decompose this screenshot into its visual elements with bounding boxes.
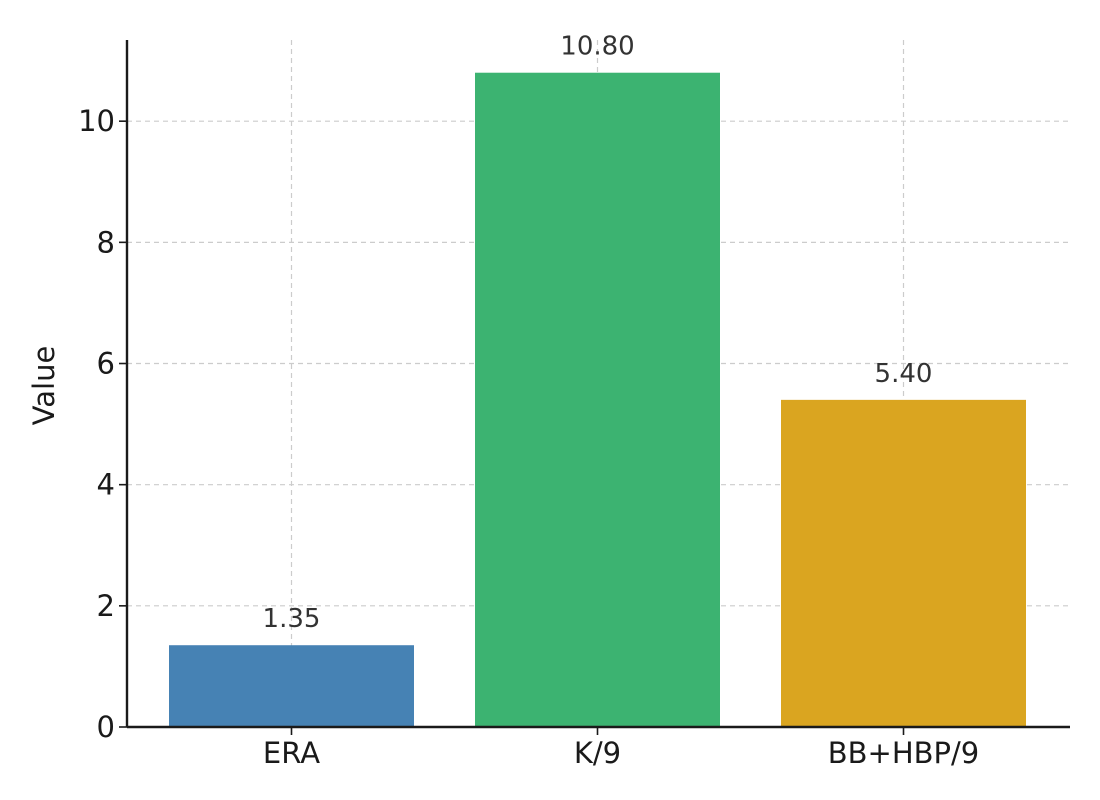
bar-value-label: 1.35 (263, 604, 321, 634)
y-tick-label: 4 (97, 468, 115, 502)
bar-value-label: 5.40 (875, 359, 933, 389)
y-tick-label: 6 (97, 347, 115, 381)
y-tick-label: 0 (97, 710, 115, 744)
y-tick-label: 2 (97, 589, 115, 623)
bars-layer (169, 72, 1026, 727)
y-tick-label: 8 (97, 225, 115, 259)
y-axis-title: Value (27, 346, 61, 426)
bar-era (169, 645, 414, 727)
x-tick-label: BB+HBP/9 (828, 736, 980, 770)
ticks-layer (119, 120, 905, 735)
axes-layer (125, 40, 1070, 729)
x-tick-label: K/9 (574, 736, 621, 770)
labels-layer: 0 2 4 6 8 10 ERA 1.35 K/9 10.80 BB+HBP/9 5.40 (78, 32, 979, 770)
bar-bb-hbp-9 (781, 399, 1026, 727)
bar-value-label: 10.80 (560, 32, 634, 62)
y-tick-label: 10 (78, 104, 115, 138)
x-tick-label: ERA (263, 736, 320, 770)
bar-k-9 (475, 72, 720, 727)
